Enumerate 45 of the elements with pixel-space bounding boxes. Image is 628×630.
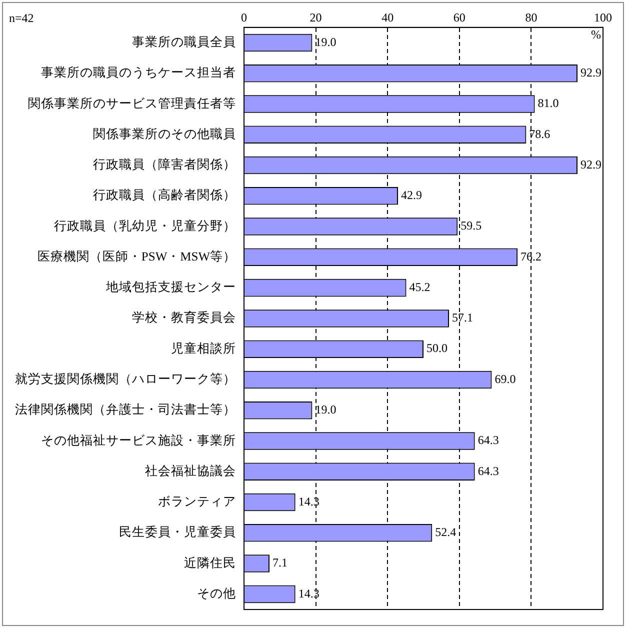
data-label: 64.3 — [478, 464, 499, 478]
y-tick-label: 行政職員（乳幼児・児童分野） — [54, 218, 236, 233]
y-tick-label: ボランティア — [158, 494, 236, 509]
y-tick-label: 学校・教育委員会 — [132, 310, 236, 325]
data-label: 64.3 — [478, 433, 499, 448]
x-axis-title: % — [591, 28, 601, 42]
data-label: 45.2 — [409, 280, 430, 294]
data-label: 7.1 — [272, 556, 288, 570]
y-tick-label: 関係事業所のサービス管理責任者等 — [28, 96, 236, 110]
y-tick-label: その他福祉サービス施設・事業所 — [41, 433, 236, 448]
data-label: 59.5 — [460, 218, 482, 233]
x-tick-label: 20 — [310, 10, 322, 24]
x-tick-label: 60 — [453, 10, 466, 24]
data-label: 19.0 — [315, 402, 336, 417]
y-tick-label: 近隣住民 — [184, 556, 236, 570]
y-tick-label: 事業所の職員のうちケース担当者 — [41, 66, 236, 80]
x-tick-label: 100 — [594, 10, 612, 24]
x-tick-label: 0 — [241, 10, 247, 24]
y-tick-label: 社会福祉協議会 — [145, 464, 236, 478]
y-tick-label: 地域包括支援センター — [105, 280, 236, 294]
data-label: 14.3 — [298, 494, 320, 508]
x-tick-label: 40 — [382, 10, 394, 24]
text: n=42 — [9, 11, 34, 26]
y-tick-label: 行政職員（高齢者関係） — [93, 187, 236, 202]
y-tick-label: 就労支援関係機関（ハローワーク等） — [15, 372, 236, 386]
data-label: 52.4 — [435, 525, 456, 540]
data-label: 92.9 — [580, 157, 602, 172]
y-tick-label: 法律関係機関（弁護士・司法書士等） — [15, 402, 236, 417]
x-tick-label: 80 — [525, 10, 538, 24]
data-label: 69.0 — [494, 372, 516, 386]
y-tick-label: 関係事業所のその他職員 — [93, 126, 236, 141]
data-label: 92.9 — [580, 66, 602, 80]
data-label: 81.0 — [538, 96, 559, 110]
data-label: 50.0 — [426, 341, 448, 356]
data-label: 57.1 — [452, 310, 473, 325]
y-tick-label: 行政職員（障害者関係） — [93, 156, 236, 172]
data-label: 78.6 — [529, 126, 550, 141]
y-tick-label: 医療機関（医師・PSW・MSW等） — [37, 249, 236, 264]
data-label: 42.9 — [401, 188, 422, 202]
data-label: 14.3 — [298, 586, 320, 600]
data-label: 19.0 — [315, 34, 336, 49]
y-tick-label: 民生委員・児童委員 — [119, 524, 236, 540]
y-tick-label: 児童相談所 — [171, 340, 236, 356]
y-tick-label: 事業所の職員全員 — [132, 35, 236, 49]
y-tick-label: その他 — [197, 586, 236, 600]
